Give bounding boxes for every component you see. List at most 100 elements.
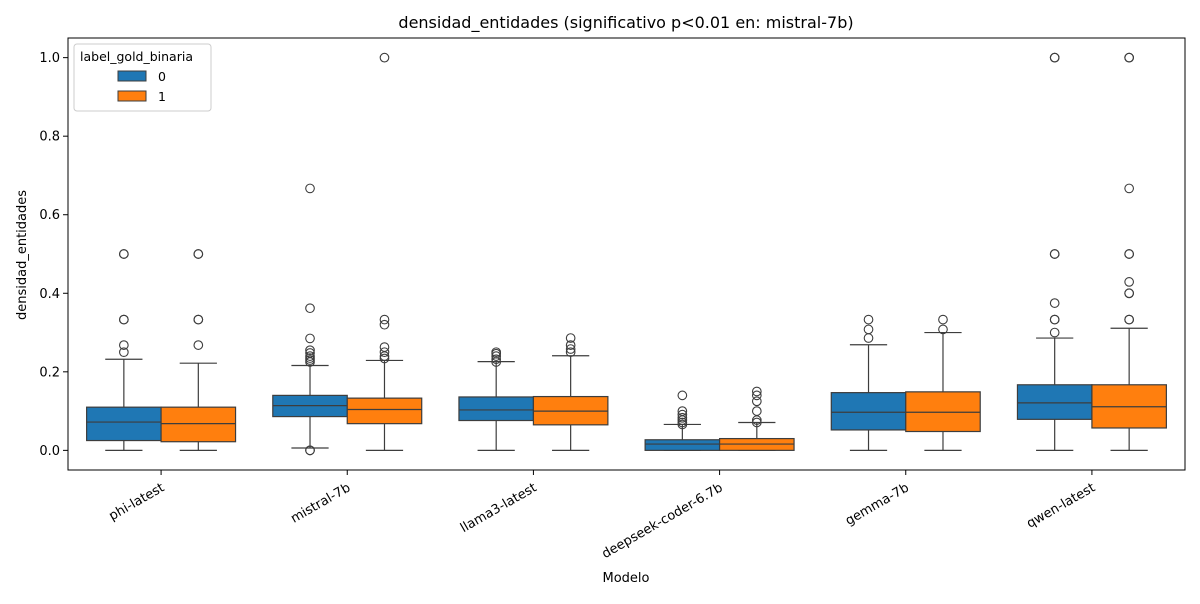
box-group xyxy=(905,314,981,451)
chart-title: densidad_entidades (significativo p<0.01… xyxy=(398,13,853,33)
legend-label: 1 xyxy=(158,89,166,104)
outlier-point xyxy=(751,390,762,401)
outlier-point xyxy=(305,303,315,314)
box-group xyxy=(644,390,721,451)
outlier-point xyxy=(938,324,948,335)
y-tick-label: 0.2 xyxy=(39,365,60,380)
legend-swatch xyxy=(117,90,147,102)
outlier-point xyxy=(677,390,688,401)
x-tick-label: deepseek-coder-6.7b xyxy=(599,480,725,561)
outlier-point xyxy=(305,348,315,358)
x-tick-label: gemma-7b xyxy=(843,480,912,528)
x-axis: phi-latest mistral-7b llama3-latest deepsee… xyxy=(106,470,1098,562)
y-tick-label: 1.0 xyxy=(39,51,60,66)
legend-title: label_gold_binaria xyxy=(80,49,193,64)
outlier-point xyxy=(938,314,948,325)
plot-frame xyxy=(67,37,1186,471)
outlier-point xyxy=(491,347,502,358)
box-group xyxy=(718,386,795,451)
outlier-point xyxy=(305,351,315,361)
box-group xyxy=(160,249,237,451)
box-group xyxy=(346,52,423,451)
outlier-point xyxy=(379,314,390,325)
outlier-point xyxy=(118,347,129,358)
plot-area xyxy=(86,52,1167,456)
x-tick-label: llama3-latest xyxy=(458,480,539,536)
box-group xyxy=(1016,52,1093,451)
legend-label: 0 xyxy=(158,69,166,84)
outlier-point xyxy=(118,340,129,350)
outlier-point xyxy=(863,314,874,325)
outlier-point xyxy=(1124,183,1134,194)
outlier-point xyxy=(1049,249,1060,259)
y-tick-label: 0.4 xyxy=(39,287,60,302)
outlier-point xyxy=(1124,314,1134,325)
outlier-point xyxy=(751,406,762,416)
outlier-point xyxy=(863,324,874,335)
box xyxy=(346,397,423,425)
outlier-point xyxy=(751,396,762,407)
box-group xyxy=(830,314,907,451)
box xyxy=(644,439,721,451)
outlier-point xyxy=(1049,327,1060,338)
outlier-point xyxy=(677,406,688,416)
x-axis-label: Modelo xyxy=(603,571,650,586)
outlier-point xyxy=(193,314,204,325)
outlier-point xyxy=(1049,52,1060,63)
box-group xyxy=(458,347,535,451)
outlier-point xyxy=(379,342,390,352)
outlier-point xyxy=(677,417,688,428)
outlier-point xyxy=(193,249,204,259)
outlier-point xyxy=(751,386,762,397)
outlier-point xyxy=(1124,52,1134,63)
outlier-point xyxy=(118,314,129,325)
y-tick-label: 0.8 xyxy=(39,130,60,145)
outlier-point xyxy=(305,445,315,456)
outlier-point xyxy=(379,353,390,364)
legend: label_gold_binaria 0 1 xyxy=(73,43,212,112)
outlier-point xyxy=(677,412,688,423)
box-group xyxy=(86,249,162,451)
box-group xyxy=(1091,52,1167,451)
outlier-point xyxy=(1124,277,1134,287)
box xyxy=(458,396,535,422)
outlier-point xyxy=(305,333,315,344)
box xyxy=(1016,384,1093,420)
outlier-point xyxy=(1124,288,1134,299)
y-axis: 0.0 0.2 0.4 0.6 0.8 1.0 xyxy=(39,51,68,459)
box xyxy=(86,406,162,442)
x-tick-label: phi-latest xyxy=(106,480,167,524)
outlier-point xyxy=(1049,298,1060,308)
legend-swatch xyxy=(117,70,147,82)
outlier-point xyxy=(379,52,390,63)
box xyxy=(830,392,907,431)
outlier-point xyxy=(565,347,576,358)
y-tick-label: 0.0 xyxy=(39,444,60,459)
y-tick-label: 0.6 xyxy=(39,208,60,223)
outlier-point xyxy=(118,249,129,259)
outlier-point xyxy=(863,333,874,343)
outlier-point xyxy=(193,340,204,350)
axes-frame xyxy=(67,37,1186,471)
x-tick-label: qwen-latest xyxy=(1024,480,1098,531)
outlier-point xyxy=(305,183,315,194)
outlier-point xyxy=(379,319,390,330)
outlier-point xyxy=(1124,249,1134,259)
outlier-point xyxy=(565,333,576,343)
outlier-point xyxy=(491,351,502,361)
outlier-point xyxy=(379,347,390,358)
box xyxy=(160,406,237,443)
box-group xyxy=(272,183,348,456)
outlier-point xyxy=(565,340,576,350)
outlier-point xyxy=(565,344,576,354)
outlier-point xyxy=(305,345,315,356)
y-axis-label: densidad_entidades xyxy=(15,190,30,320)
outlier-point xyxy=(677,409,688,420)
box-group xyxy=(532,333,609,451)
outlier-point xyxy=(491,354,502,365)
x-tick-label: mistral-7b xyxy=(288,480,353,526)
outlier-point xyxy=(751,417,762,428)
outlier-point xyxy=(1049,314,1060,325)
